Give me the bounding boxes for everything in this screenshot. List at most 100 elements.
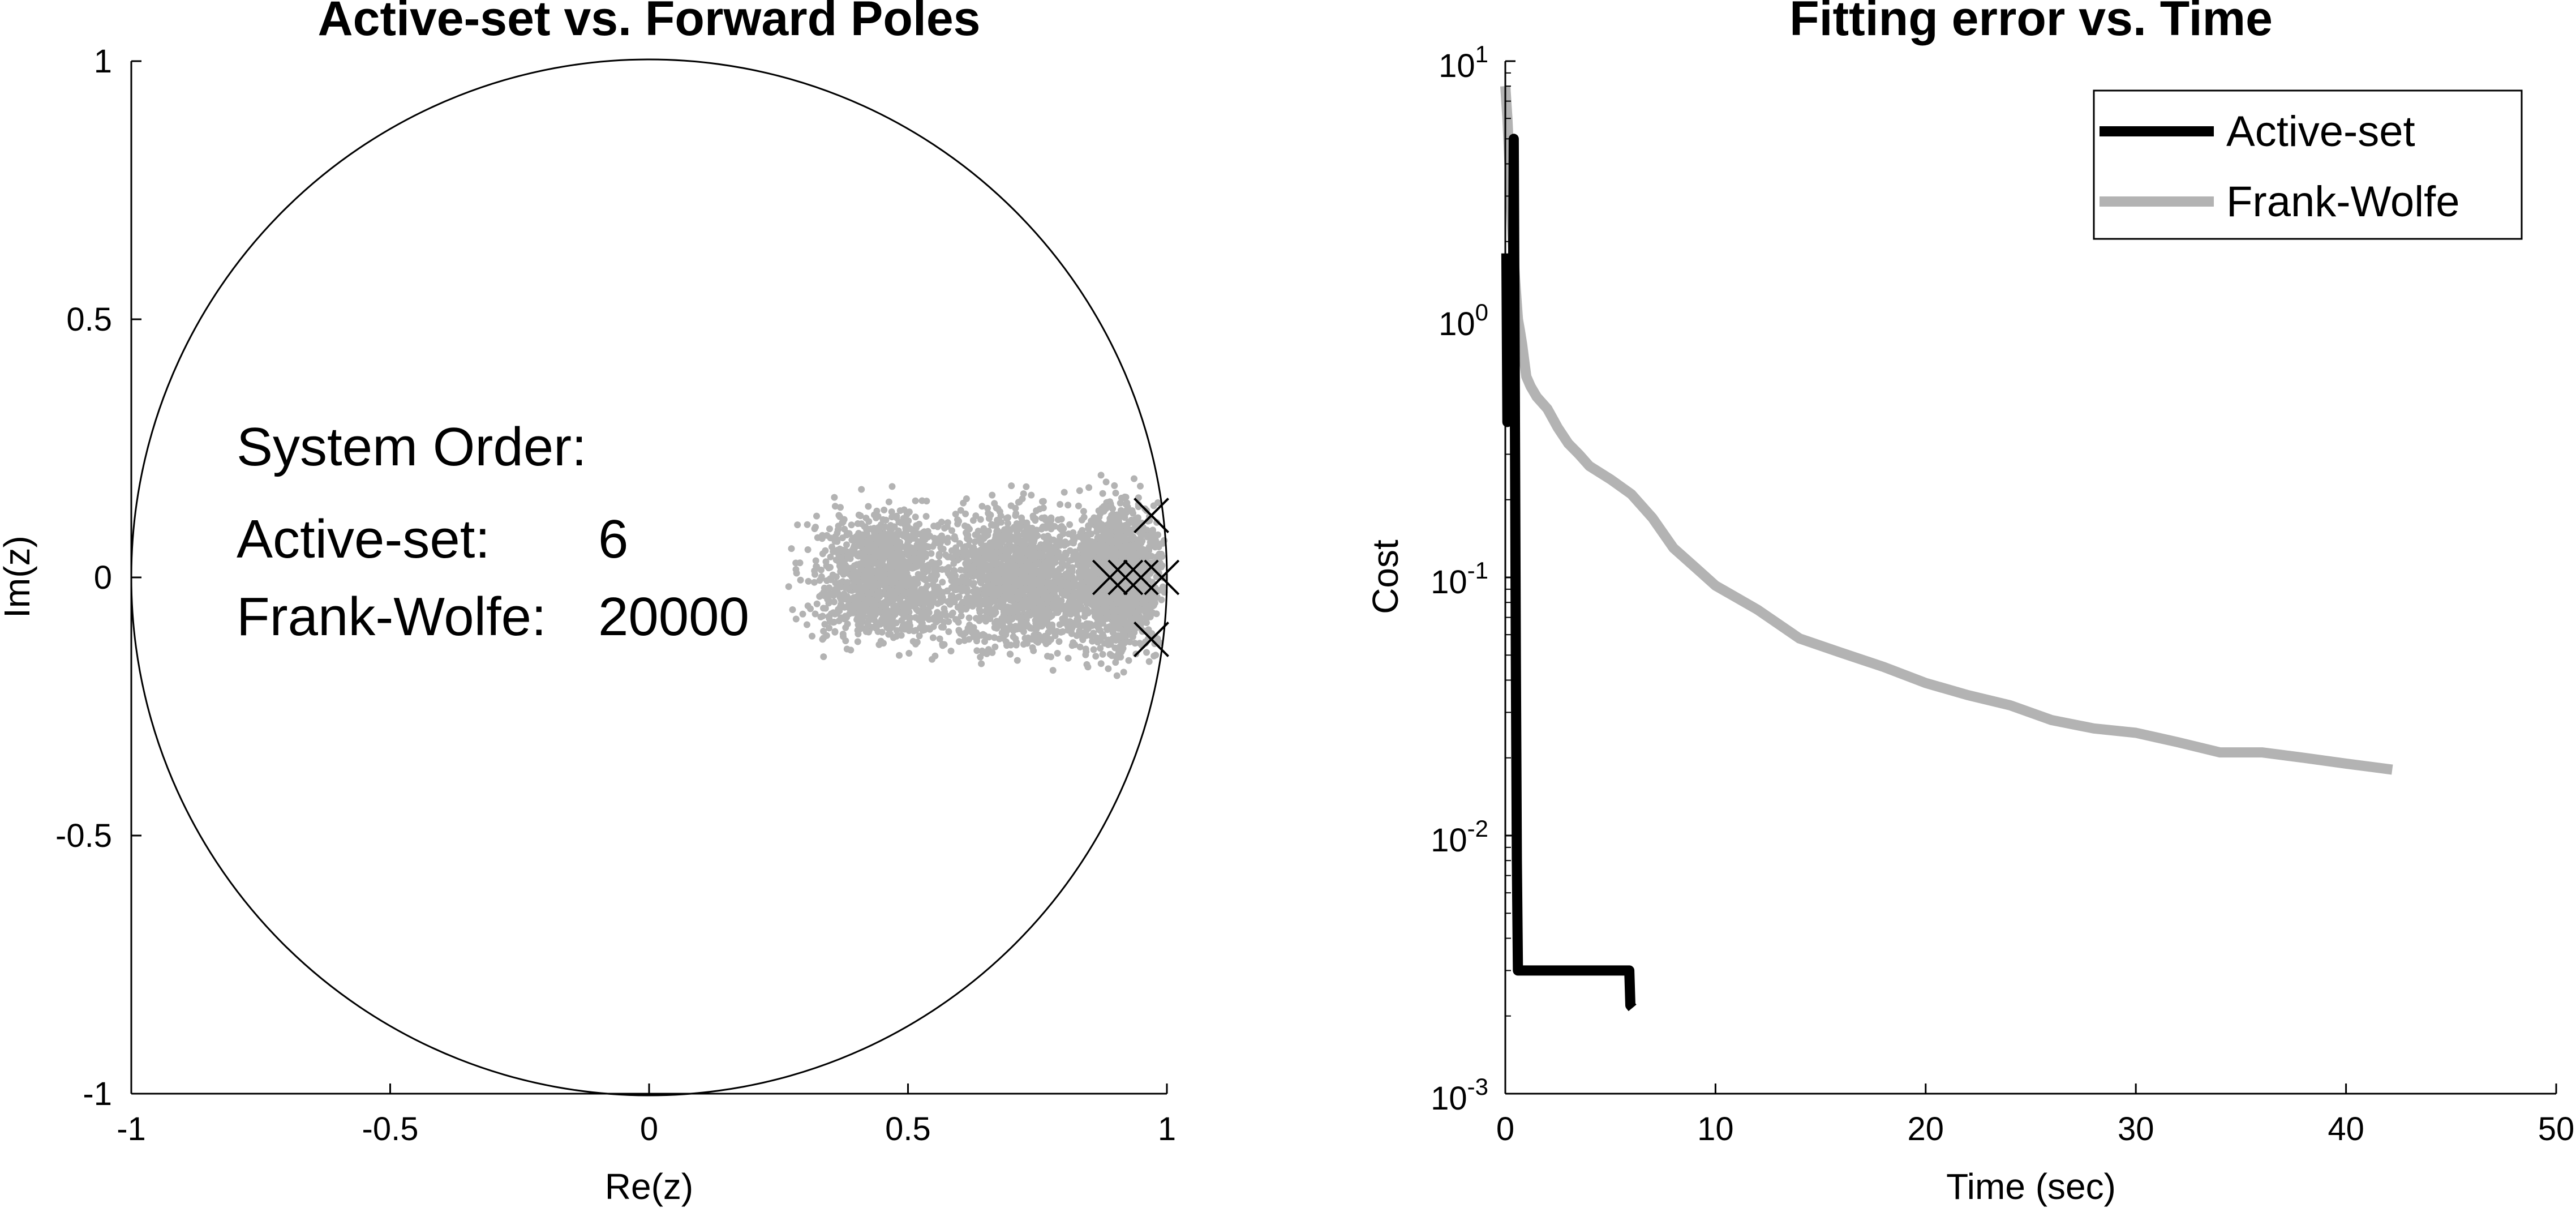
active-set-order-value: 6: [598, 509, 628, 569]
pole-dot: [888, 545, 896, 552]
pole-dot: [957, 507, 964, 514]
pole-dot: [813, 512, 820, 520]
pole-dot: [1068, 624, 1076, 631]
pole-dot: [1130, 541, 1137, 549]
pole-dot: [1123, 523, 1130, 530]
pole-dot: [958, 605, 965, 613]
pole-dot: [911, 603, 918, 611]
pole-dot: [1040, 498, 1047, 505]
pole-dot: [900, 532, 907, 539]
pole-dot: [839, 519, 847, 526]
pole-dot: [982, 618, 989, 625]
pole-dot: [1128, 551, 1135, 558]
y-tick-label: -0.5: [55, 817, 112, 854]
pole-dot: [1120, 669, 1127, 676]
active-set-line: [1501, 134, 1637, 1012]
pole-dot: [936, 635, 943, 643]
pole-dot: [885, 576, 892, 583]
pole-dot: [1105, 533, 1113, 541]
cost-plot-y-label: Cost: [1365, 539, 1406, 614]
pole-dot: [1147, 531, 1154, 538]
pole-dot: [858, 584, 865, 591]
pole-dot: [916, 624, 924, 631]
pole-dot: [1010, 568, 1017, 576]
cost-plot-title: Fitting error vs. Time: [1789, 0, 2273, 46]
pole-dot: [1039, 621, 1046, 628]
pole-dot: [1036, 506, 1044, 513]
pole-dot: [1080, 571, 1088, 579]
pole-dot: [1068, 539, 1075, 546]
pole-dot: [1076, 643, 1084, 650]
pole-dot: [831, 586, 839, 593]
pole-dot: [804, 602, 812, 610]
pole-dot: [1112, 659, 1119, 666]
pole-dot: [1098, 632, 1106, 639]
pole-plot-axes: -1 -0.5 0 0.5 1 -1 -0.5 0 0.5 1: [55, 43, 1176, 1147]
pole-dot: [989, 595, 996, 602]
pole-dot: [845, 586, 853, 593]
pole-dot: [1007, 641, 1015, 649]
pole-dot: [1100, 548, 1107, 555]
x-tick-label: 40: [2328, 1111, 2364, 1147]
pole-dot: [1047, 514, 1055, 521]
pole-dot: [1056, 565, 1063, 572]
pole-dot: [1130, 592, 1137, 599]
pole-dot: [1150, 502, 1157, 509]
pole-dot: [1014, 657, 1021, 664]
pole-dot: [1057, 501, 1064, 508]
pole-dot: [886, 587, 894, 594]
pole-dot: [903, 562, 910, 569]
pole-dot: [1105, 614, 1112, 620]
pole-dot: [991, 500, 998, 507]
pole-dot: [1066, 521, 1074, 528]
pole-dot: [973, 615, 980, 622]
pole-dot: [986, 550, 993, 557]
pole-dot: [1058, 526, 1065, 533]
pole-dot: [1113, 672, 1120, 679]
pole-dot: [989, 649, 996, 656]
pole-dot: [1081, 538, 1089, 545]
x-tick-label: -1: [117, 1111, 146, 1147]
pole-dot: [785, 583, 792, 590]
pole-dot: [1158, 562, 1166, 569]
pole-dot: [920, 609, 927, 616]
pole-dot: [1094, 516, 1101, 524]
pole-dot: [987, 566, 994, 573]
pole-dot: [888, 483, 896, 490]
pole-dot: [857, 619, 864, 627]
pole-dot: [1123, 594, 1130, 601]
legend-box: [2093, 89, 2523, 240]
pole-dot: [1013, 588, 1020, 595]
legend-label-active-set: Active-set: [2226, 108, 2415, 156]
pole-dot: [858, 520, 865, 528]
pole-dot: [1001, 624, 1008, 632]
system-order-heading: System Order:: [237, 417, 587, 477]
pole-dot: [788, 545, 795, 553]
pole-dot: [1125, 611, 1132, 619]
pole-dot: [905, 573, 912, 581]
pole-dot: [839, 631, 847, 638]
pole-dot: [860, 595, 867, 602]
pole-dot: [837, 595, 844, 602]
system-order-annotation: System Order: Active-set: 6 Frank-Wolfe:…: [237, 417, 749, 647]
pole-dot: [1111, 618, 1118, 626]
pole-dot: [1138, 532, 1145, 538]
pole-dot: [898, 519, 904, 526]
pole-dot: [1120, 510, 1127, 517]
pole-dot: [1046, 609, 1053, 616]
pole-dot: [1024, 524, 1032, 531]
pole-dot: [888, 508, 895, 516]
pole-dot: [818, 591, 825, 598]
pole-dot: [875, 608, 882, 615]
pole-dot: [918, 497, 926, 504]
pole-dot: [948, 527, 955, 534]
pole-dot: [1007, 650, 1014, 658]
active-set-pole-marker: [1092, 559, 1128, 596]
pole-dot: [1117, 534, 1124, 541]
pole-dot: [820, 653, 827, 661]
pole-dot: [1012, 512, 1019, 519]
pole-dot: [910, 535, 917, 542]
pole-dot: [1084, 533, 1091, 540]
pole-dot: [844, 620, 851, 628]
pole-dot: [886, 534, 894, 541]
